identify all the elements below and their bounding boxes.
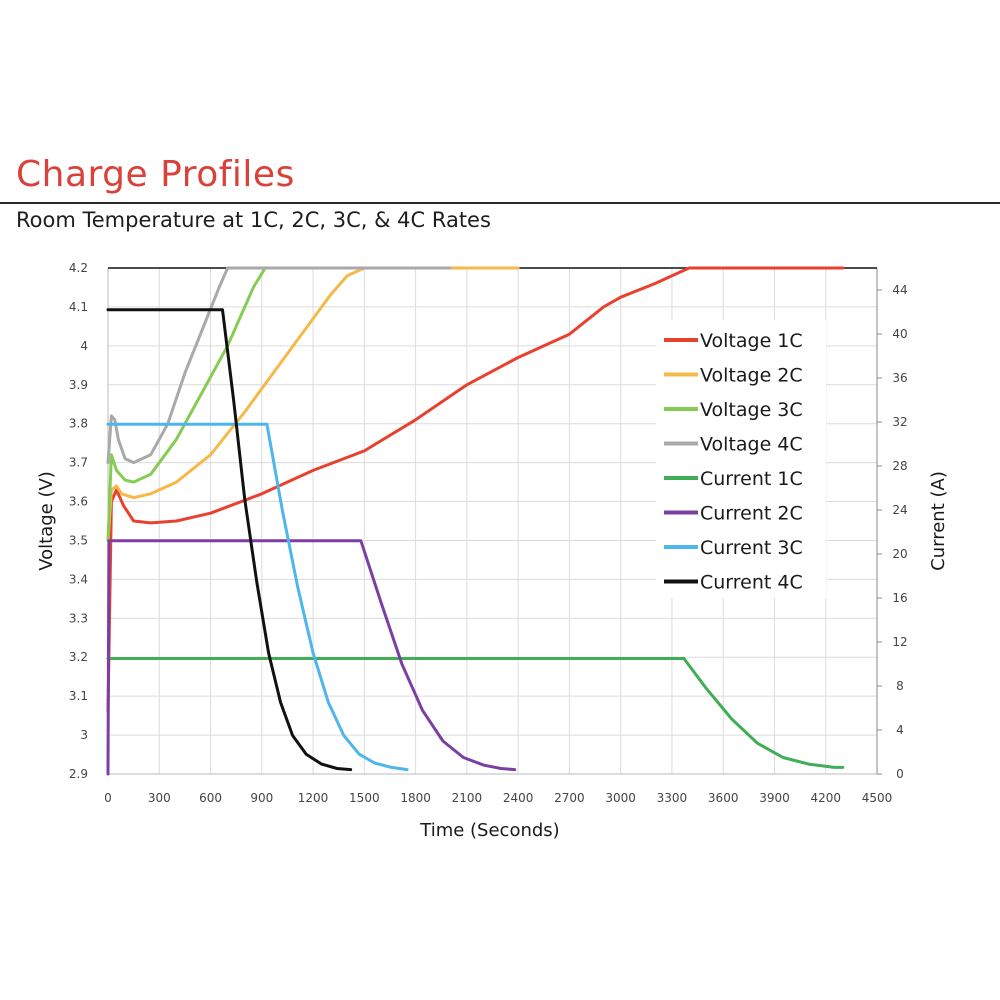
legend-entry: Current 3C <box>700 537 803 559</box>
y-axis-title: Voltage (V) <box>36 471 57 571</box>
y2-tick-label: 4 <box>896 723 904 737</box>
series-line-voltage-1c <box>106 266 845 714</box>
legend-entry: Voltage 1C <box>700 330 803 352</box>
legend-entry: Current 4C <box>700 572 803 594</box>
x-tick-label: 3000 <box>605 791 636 805</box>
y2-tick-label: 28 <box>892 459 907 473</box>
x-tick-label: 1500 <box>349 791 380 805</box>
x-tick-label: 0 <box>104 791 112 805</box>
y-tick-label: 3.8 <box>69 417 88 431</box>
y-tick-label: 3.6 <box>69 495 88 509</box>
y2-tick-label: 32 <box>892 415 907 429</box>
x-tick-labels: 0 300 600 900 1200 1500 1800 2100 2400 2700 3000 33… <box>104 791 892 805</box>
x-tick-label: 4200 <box>810 791 841 805</box>
series-line-voltage-3c <box>106 266 452 542</box>
x-tick-label: 300 <box>148 791 171 805</box>
legend-entry: Current 1C <box>700 468 803 490</box>
x-tick-label: 4500 <box>862 791 893 805</box>
series-line-current-4c <box>106 308 353 772</box>
x-axis-title: Time (Seconds) <box>419 820 559 841</box>
x-tick-label: 2400 <box>503 791 534 805</box>
x-tick-label: 1200 <box>298 791 329 805</box>
y2-tick-label: 0 <box>896 767 904 781</box>
y-tick-label: 3.9 <box>69 378 88 392</box>
legend-entry: Voltage 2C <box>700 365 803 387</box>
y-tick-label: 4.1 <box>69 300 88 314</box>
series-line-current-1c <box>106 657 845 769</box>
series-line-current-2c <box>106 539 517 776</box>
x-tick-label: 3900 <box>759 791 790 805</box>
y2-tick-labels: 0 4 8 12 16 20 24 28 32 36 40 44 <box>892 283 907 781</box>
x-tick-label: 3600 <box>708 791 739 805</box>
y-tick-label: 3.3 <box>69 611 88 625</box>
legend-entry: Voltage 4C <box>700 434 803 456</box>
y-tick-label: 4 <box>80 339 88 353</box>
title-divider <box>0 202 1000 204</box>
page-subtitle: Room Temperature at 1C, 2C, 3C, & 4C Rat… <box>16 208 491 232</box>
series-line-current-3c <box>106 422 409 772</box>
y2-tick-label: 8 <box>896 679 904 693</box>
y2-tick-label: 44 <box>892 283 907 297</box>
series-line-voltage-2c <box>106 266 520 542</box>
y2-axis-title: Current (A) <box>928 471 949 571</box>
legend: Voltage 1C Voltage 2C Voltage 3C Voltage 4C… <box>656 320 826 598</box>
legend-entry: Current 2C <box>700 503 803 525</box>
series-lines <box>106 266 845 776</box>
y-tick-label: 3.1 <box>69 689 88 703</box>
x-tick-label: 600 <box>199 791 222 805</box>
series-line-voltage-4c <box>106 266 452 465</box>
y2-tick-label: 20 <box>892 547 907 561</box>
x-tick-label: 900 <box>250 791 273 805</box>
y-tick-label: 3.2 <box>69 650 88 664</box>
y-tick-label: 3.7 <box>69 456 88 470</box>
y2-tick-label: 36 <box>892 371 907 385</box>
y2-tick-label: 40 <box>892 327 907 341</box>
y-tick-label: 3.5 <box>69 533 88 547</box>
x-tick-label: 3300 <box>657 791 688 805</box>
x-tick-label: 1800 <box>400 791 431 805</box>
y-tick-label: 2.9 <box>69 767 88 781</box>
y-tick-label: 3.4 <box>69 572 88 586</box>
y-tick-labels: 2.9 3 3.1 3.2 3.3 3.4 3.5 3.6 3.7 3.8 3.9 4 4.1 4.2 <box>69 261 88 781</box>
legend-box <box>656 320 826 598</box>
y2-tick-label: 24 <box>892 503 907 517</box>
x-tick-label: 2700 <box>554 791 585 805</box>
y2-tick-label: 12 <box>892 635 907 649</box>
y-tick-label: 3 <box>80 728 88 742</box>
x-tick-label: 2100 <box>452 791 483 805</box>
page-title: Charge Profiles <box>16 154 295 195</box>
y-tick-label: 4.2 <box>69 261 88 275</box>
y2-tick-label: 16 <box>892 591 907 605</box>
legend-entry: Voltage 3C <box>700 399 803 421</box>
